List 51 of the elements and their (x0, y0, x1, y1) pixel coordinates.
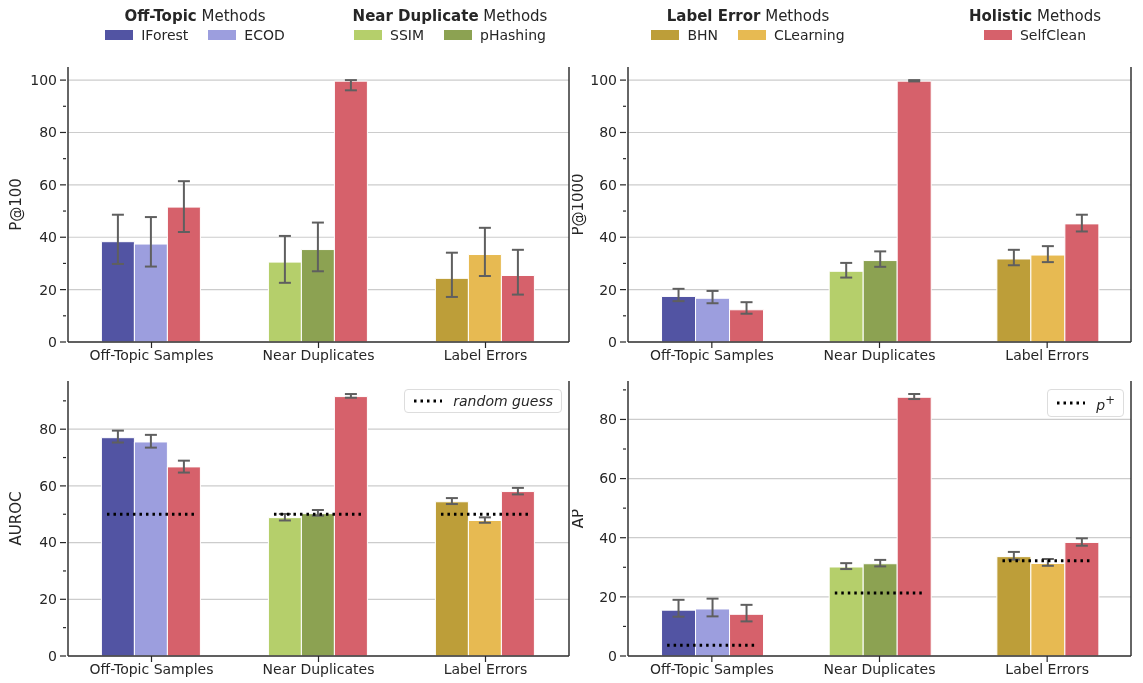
x-tick-label: Near Duplicates (823, 660, 936, 677)
text: Label Error Methods (665, 7, 831, 25)
x-tick-label: Label Errors (1005, 660, 1089, 677)
text: Off-Topic Methods (123, 7, 267, 25)
x-tick-label: Label Errors (1005, 346, 1089, 363)
text: Near Duplicate Methods (351, 7, 549, 25)
legend-label: pHashing (480, 27, 546, 43)
y-tick-label: 40 (39, 534, 57, 551)
x-tick-label: Label Errors (443, 660, 528, 677)
y-tick-label: 80 (39, 124, 57, 141)
x-tick-label: Off-Topic Samples (649, 660, 774, 677)
x-tick-label: Off-Topic Samples (649, 346, 774, 363)
x-tick-label: Label Errors (443, 346, 528, 363)
y-tick-label: 80 (39, 421, 57, 438)
y-tick-label: 20 (39, 281, 57, 298)
x-tick-label: Near Duplicates (823, 346, 936, 363)
y-tick-label: 40 (39, 229, 57, 246)
y-tick-label: 80 (599, 411, 617, 428)
legend-label: SelfClean (1019, 27, 1087, 43)
y-tick-label: 80 (599, 124, 617, 141)
y-axis-title: P@100 (7, 178, 26, 231)
legend-label: BHN (687, 27, 719, 43)
y-tick-label: 100 (30, 72, 57, 88)
y-axis-title: AUROC (7, 491, 26, 546)
legend-label: ECOD (244, 27, 285, 43)
legend-label: CLearning (774, 27, 845, 43)
x-tick-label: Off-Topic Samples (89, 346, 214, 363)
y-tick-label: 20 (39, 591, 57, 608)
y-axis-title: P@1000 (569, 173, 588, 236)
y-tick-label: 0 (48, 333, 57, 350)
y-tick-label: 40 (599, 229, 617, 246)
y-tick-label: 40 (599, 529, 617, 546)
x-tick-label: Near Duplicates (262, 660, 375, 677)
x-tick-label: Off-Topic Samples (89, 660, 214, 677)
y-tick-label: 60 (599, 176, 617, 193)
x-tick-label: Near Duplicates (262, 346, 375, 363)
y-tick-label: 60 (39, 176, 57, 193)
y-axis-title: AP (569, 508, 588, 529)
y-tick-label: 100 (590, 72, 617, 88)
text: Holistic Methods (967, 7, 1103, 25)
y-tick-label: 60 (599, 470, 617, 487)
y-tick-label: 0 (608, 333, 617, 350)
legend-label: IForest (141, 27, 189, 43)
legend-label: random guess (453, 393, 553, 409)
y-tick-label: 20 (599, 281, 617, 298)
y-tick-label: 0 (608, 647, 617, 664)
legend-label: p$^{+}$ (1096, 393, 1115, 413)
y-tick-label: 20 (599, 588, 617, 605)
legend-label: SSIM (390, 27, 425, 43)
y-tick-label: 0 (48, 647, 57, 664)
y-tick-label: 60 (39, 477, 57, 494)
